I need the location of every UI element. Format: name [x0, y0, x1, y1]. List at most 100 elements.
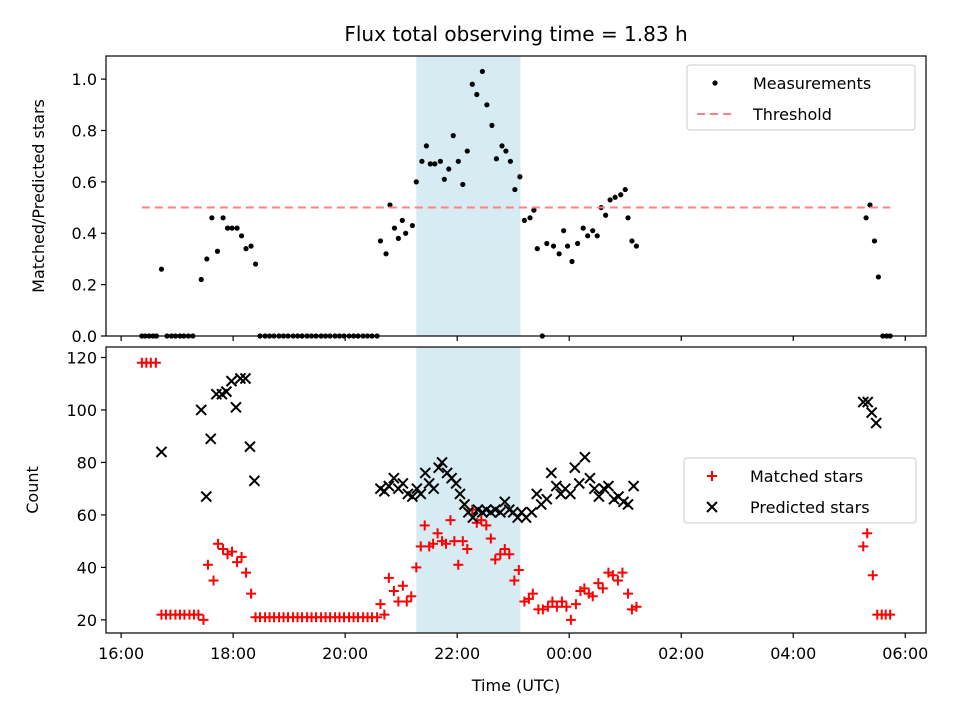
matched-star-point	[481, 520, 492, 531]
matched-star-point	[509, 575, 520, 586]
predicted-star-point	[248, 475, 261, 487]
matched-star-point	[513, 565, 524, 576]
matched-star-point	[551, 601, 562, 612]
matched-star-point	[579, 583, 590, 594]
series-predicted-stars	[155, 372, 882, 524]
predicted-star-point	[155, 446, 168, 458]
matched-star-point	[623, 588, 634, 599]
predicted-star-point	[427, 482, 440, 495]
x-tick-label: 00:00	[546, 644, 592, 663]
y-tick-label: 60	[77, 506, 97, 525]
measurement-point	[499, 143, 505, 149]
measurement-point	[243, 246, 249, 252]
measurement-point	[594, 233, 600, 239]
matched-star-point	[490, 554, 501, 565]
measurement-point	[248, 243, 254, 249]
predicted-marker-b	[205, 433, 217, 445]
measurement-point	[198, 276, 204, 283]
predicted-star-point	[564, 488, 577, 500]
measurement-point	[419, 158, 425, 164]
x-tick-label: 18:00	[210, 644, 256, 663]
predicted-marker-b	[525, 506, 538, 519]
predicted-star-point	[870, 417, 882, 429]
x-tick-label: 02:00	[658, 644, 704, 663]
predicted-star-point	[569, 461, 581, 474]
measurement-point	[441, 176, 447, 182]
legend-label: Measurements	[753, 74, 871, 93]
predicted-marker-b	[870, 417, 882, 429]
measurement-point	[423, 143, 429, 149]
axes-frame	[105, 55, 927, 337]
predicted-star-point	[622, 498, 634, 511]
matched-star-point	[246, 588, 257, 599]
predicted-star-point	[383, 480, 395, 492]
predicted-marker-b	[541, 493, 553, 505]
y-tick-label: 0.2	[72, 276, 97, 295]
measurement-point	[383, 251, 389, 257]
measurement-point	[564, 243, 571, 249]
matched-star-point	[193, 609, 204, 620]
y-tick-label: 20	[77, 611, 97, 630]
matched-star-point	[379, 609, 390, 620]
matched-star-point	[198, 614, 209, 625]
matched-star-point	[241, 567, 252, 578]
matched-star-point	[570, 599, 581, 610]
measurement-point	[603, 212, 609, 218]
y-tick-label: 0.0	[72, 327, 97, 346]
x-tick-label: 22:00	[434, 644, 480, 663]
measurement-point	[590, 228, 596, 234]
measurement-point	[622, 186, 628, 193]
matched-star-point	[858, 541, 869, 552]
predicted-star-point	[602, 480, 615, 492]
predicted-marker-b	[450, 477, 462, 490]
measurement-point	[391, 225, 398, 231]
matched-star-point	[232, 557, 243, 568]
matched-star-point	[375, 599, 386, 610]
measurement-point	[479, 68, 485, 75]
predicted-star-point	[494, 506, 507, 519]
predicted-star-point	[450, 477, 462, 490]
measurement-point	[460, 181, 466, 188]
matched-star-point	[388, 586, 399, 597]
predicted-marker-b	[862, 396, 874, 408]
predicted-star-point	[573, 477, 585, 490]
predicted-star-point	[234, 372, 247, 385]
predicted-marker-b	[622, 498, 634, 511]
predicted-star-point	[454, 488, 466, 500]
predicted-marker-b	[865, 406, 878, 419]
predicted-marker-b	[419, 467, 431, 479]
matched-star-point	[885, 609, 896, 620]
matched-star-point	[527, 588, 538, 599]
matched-star-point	[383, 572, 394, 583]
predicted-star-point	[627, 480, 640, 492]
predicted-marker-b	[230, 401, 242, 414]
predicted-marker-b	[480, 503, 493, 516]
measurement-point	[432, 161, 438, 167]
matched-star-point	[523, 593, 534, 604]
predicted-star-point	[550, 480, 563, 492]
y-axis-label: Count	[23, 466, 42, 514]
measurement-point	[427, 161, 433, 167]
matched-star-point	[593, 578, 604, 589]
measurement-point	[517, 174, 523, 180]
legend-marker-predicted-b	[706, 501, 718, 513]
measurement-point	[569, 258, 575, 265]
predicted-marker-b	[458, 498, 471, 511]
predicted-marker-b	[155, 446, 168, 458]
measurement-point	[220, 215, 226, 221]
measurement-point	[214, 248, 221, 254]
predicted-marker-b	[550, 480, 563, 492]
legend-label: Matched stars	[750, 467, 863, 486]
predicted-marker-b	[427, 482, 440, 495]
predicted-marker-b	[489, 503, 501, 516]
measurement-point	[234, 225, 240, 231]
predicted-marker-b	[467, 511, 479, 524]
predicted-marker-b	[239, 372, 252, 385]
matched-star-point	[393, 596, 404, 607]
legend-box	[683, 457, 917, 524]
measurement-point	[629, 238, 635, 244]
predicted-marker-b	[559, 482, 571, 495]
predicted-star-point	[865, 406, 878, 419]
measurement-point	[450, 133, 456, 139]
measurement-point	[875, 274, 881, 280]
